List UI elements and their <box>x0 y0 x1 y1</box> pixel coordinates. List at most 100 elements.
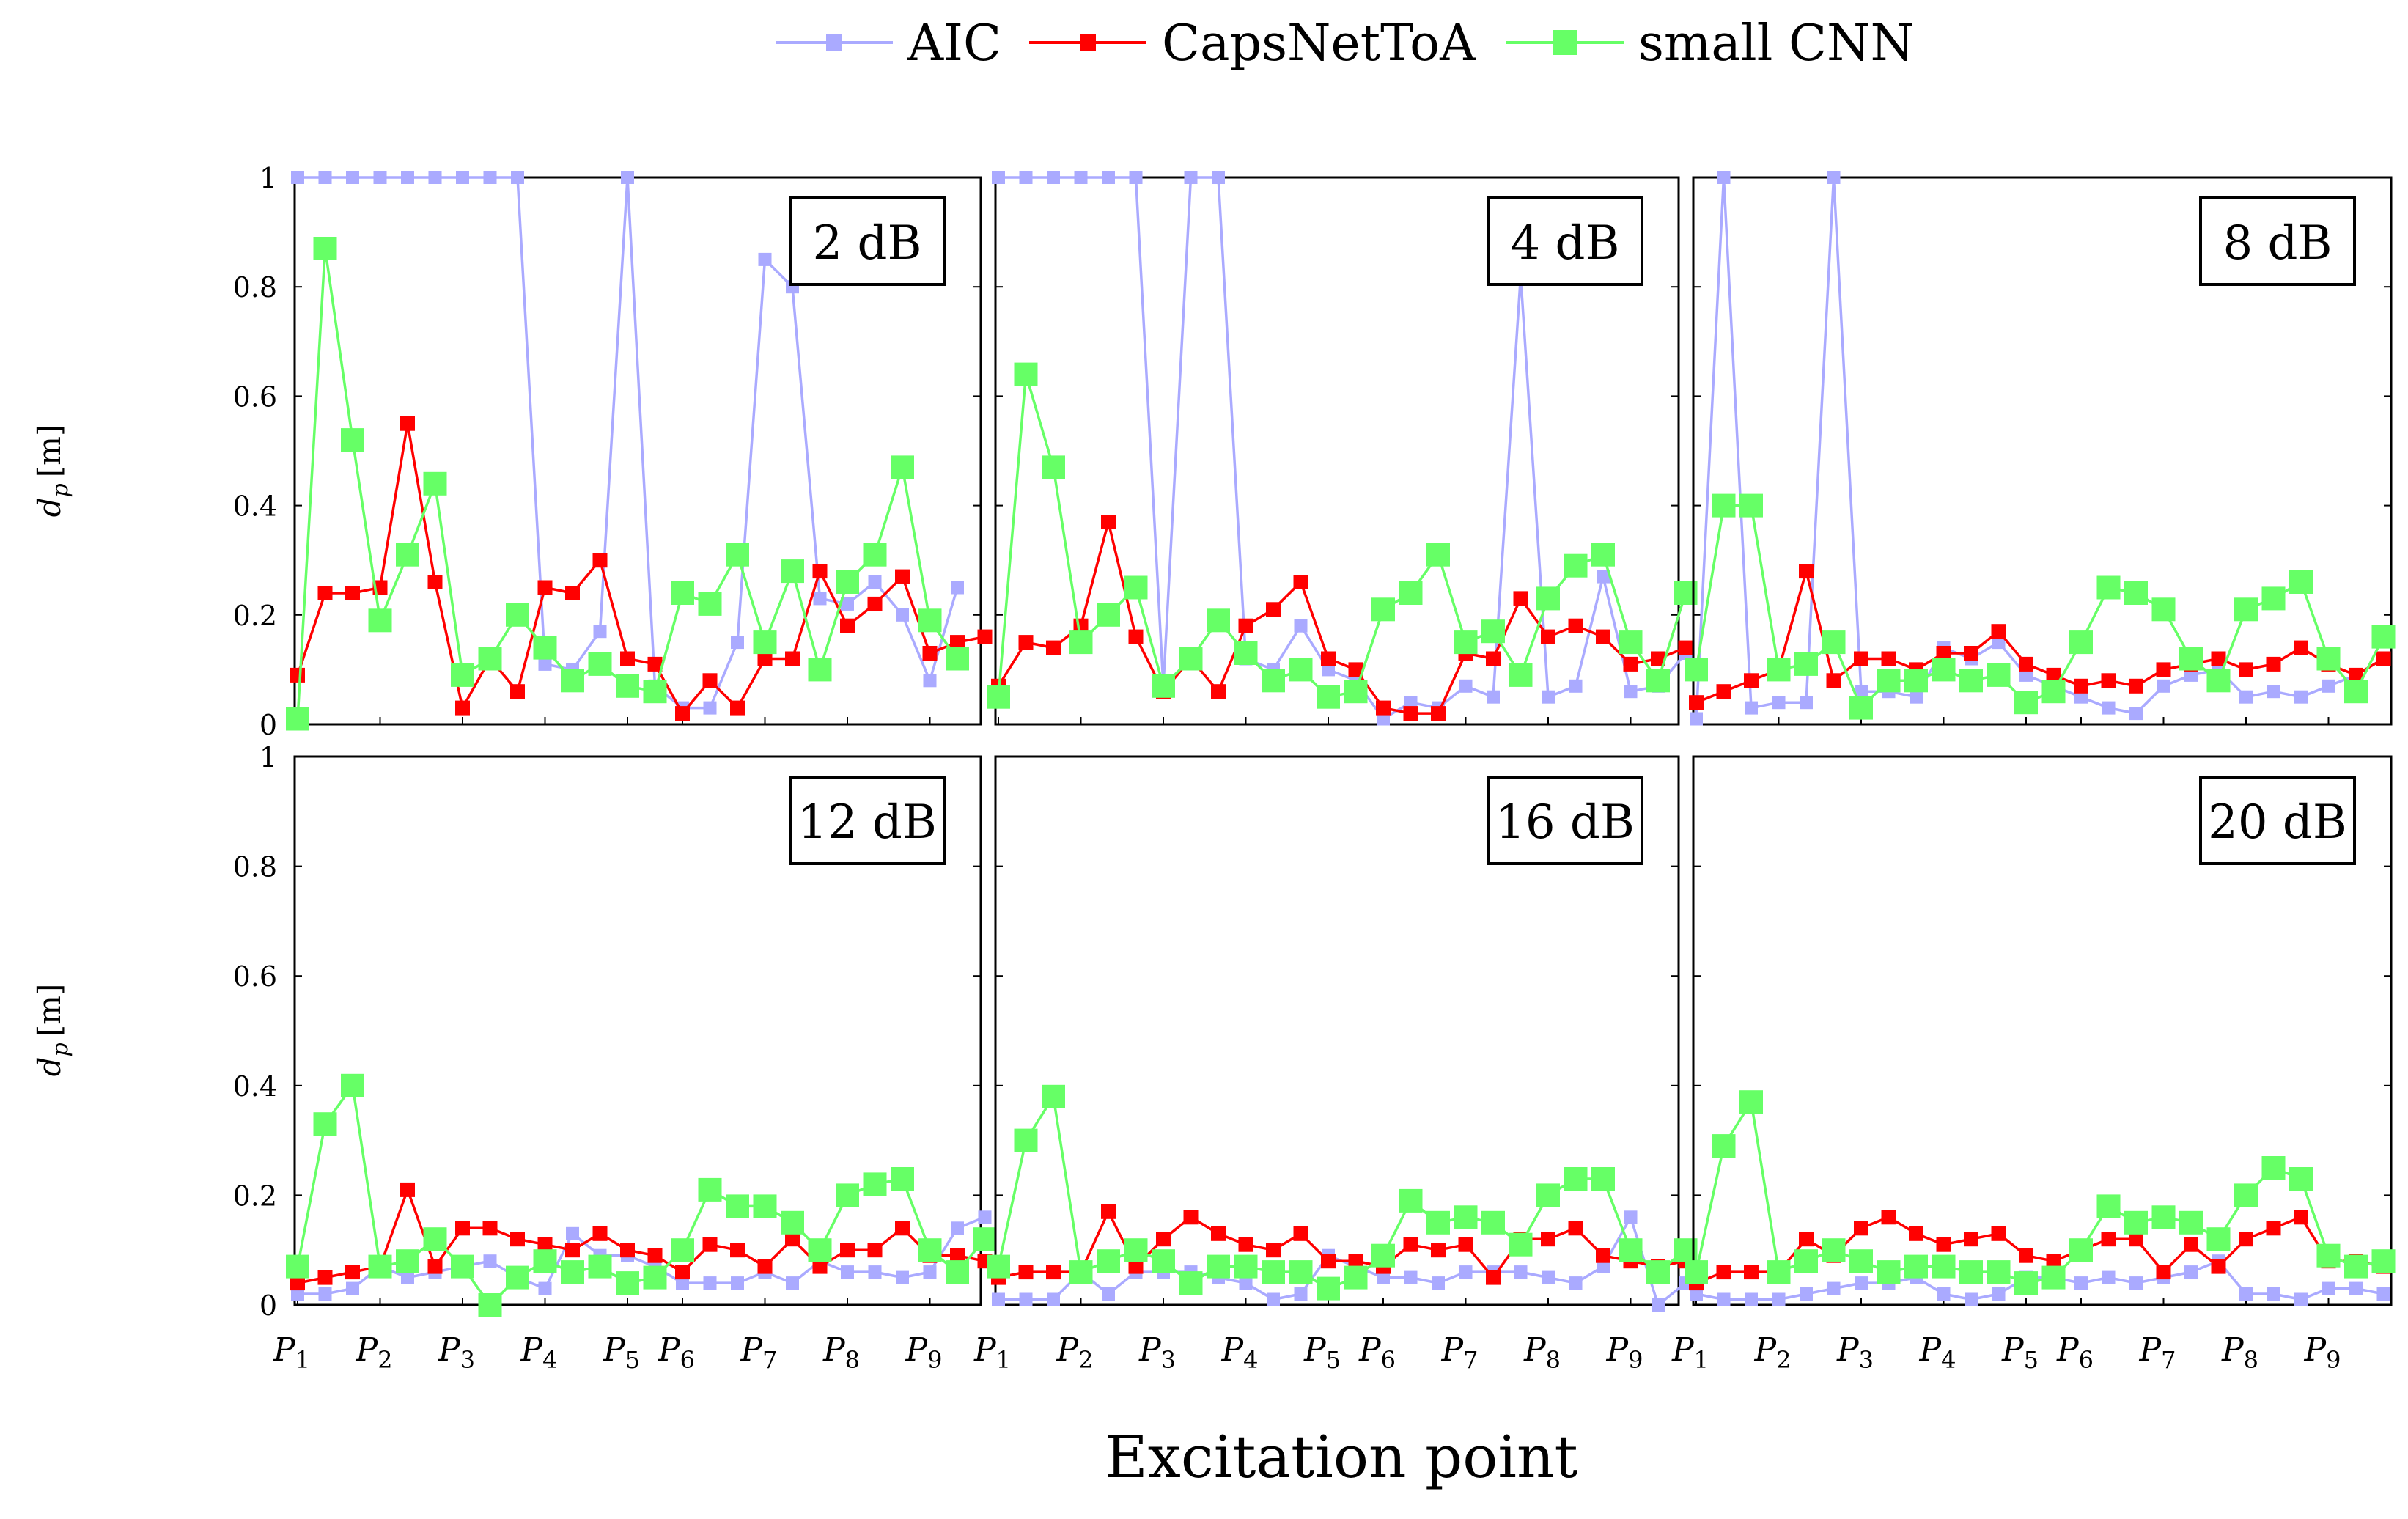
data-point-capsnettoa <box>2266 656 2281 672</box>
data-point-capsnettoa <box>1936 1237 1951 1252</box>
y-axis-label-subscript: p <box>48 483 73 497</box>
x-tick-label-sub: 6 <box>1381 1346 1396 1374</box>
data-point-aic <box>2129 1276 2143 1290</box>
x-tick-label: P6 <box>1358 1331 1396 1374</box>
x-tick-label-main: P <box>438 1331 461 1369</box>
data-point-capsnettoa <box>757 1259 773 1274</box>
data-point-aic <box>2074 690 2088 704</box>
data-point-aic <box>483 171 497 184</box>
data-point-aic <box>1827 1281 1841 1295</box>
x-tick-label-sub: 5 <box>625 1346 640 1374</box>
data-point-small-cnn <box>1317 685 1340 709</box>
panel-label-frame <box>2199 196 2356 286</box>
data-point-aic <box>1965 1292 1978 1306</box>
data-point-small-cnn <box>506 603 529 627</box>
data-point-aic <box>2184 1265 2198 1279</box>
panel-label-box: 16 dB <box>1487 776 1643 865</box>
data-point-aic <box>813 592 827 606</box>
data-point-small-cnn <box>891 455 914 479</box>
data-point-capsnettoa <box>1321 651 1336 666</box>
data-point-aic <box>1459 679 1473 693</box>
series-small-cnn <box>1685 1090 2396 1295</box>
panel-frame <box>293 176 982 726</box>
data-point-capsnettoa <box>2266 1221 2281 1236</box>
data-point-small-cnn <box>946 1260 969 1284</box>
data-point-capsnettoa <box>1046 640 1061 655</box>
data-point-small-cnn <box>987 685 1010 709</box>
data-point-aic <box>1937 1287 1951 1301</box>
data-point-capsnettoa <box>867 1243 883 1258</box>
data-point-small-cnn <box>1344 680 1368 704</box>
data-point-small-cnn <box>1794 1249 1818 1273</box>
data-point-aic <box>841 1265 854 1279</box>
data-point-capsnettoa <box>1156 1232 1171 1247</box>
y-axis-label-bottom: dp [m] <box>32 984 73 1077</box>
data-point-aic <box>676 1276 689 1290</box>
data-point-small-cnn <box>1619 1238 1643 1262</box>
data-point-small-cnn <box>1877 669 1901 693</box>
data-point-capsnettoa <box>2019 1248 2033 1263</box>
data-point-small-cnn <box>1739 493 1763 518</box>
data-point-small-cnn <box>2289 1167 2313 1191</box>
y-tick-label: 0.4 <box>233 1070 277 1103</box>
x-tick-label: P9 <box>2304 1331 2341 1374</box>
data-point-capsnettoa <box>1991 1226 2006 1241</box>
x-tick-label-sub: 8 <box>1546 1346 1561 1374</box>
data-point-capsnettoa <box>1183 1210 1199 1225</box>
data-point-capsnettoa <box>345 586 360 600</box>
panel-label-frame <box>789 196 946 286</box>
data-point-small-cnn <box>1959 669 1983 693</box>
y-tick-label: 0 <box>259 709 277 741</box>
legend-label-aic: AIC <box>907 15 1001 73</box>
x-tick-label: P9 <box>1606 1331 1643 1374</box>
data-point-aic <box>1542 690 1555 704</box>
data-point-aic <box>1294 1287 1308 1301</box>
data-point-aic <box>2349 1281 2363 1295</box>
data-point-aic <box>731 1276 744 1290</box>
data-point-small-cnn <box>286 707 309 731</box>
data-point-aic <box>1432 1276 1445 1290</box>
data-point-aic <box>1047 1292 1060 1306</box>
data-point-aic <box>1992 1287 2006 1301</box>
data-point-aic <box>896 1270 909 1284</box>
panel-2-db: 0 0.2 0.4 0.6 0.8 1 2 dB <box>233 162 993 741</box>
data-point-small-cnn <box>2096 575 2121 600</box>
data-point-small-cnn <box>1289 1260 1313 1284</box>
y-tick-label: 0.8 <box>233 271 277 304</box>
x-tick-label-sub: 9 <box>1628 1346 1643 1374</box>
data-point-small-cnn <box>2041 680 2066 704</box>
x-tick-label: P2 <box>1056 1331 1094 1374</box>
data-point-aic <box>1569 1276 1583 1290</box>
data-point-small-cnn <box>451 1254 474 1279</box>
data-point-capsnettoa <box>1689 695 1704 710</box>
data-point-capsnettoa <box>510 1232 525 1247</box>
series-small-cnn <box>1685 493 2396 720</box>
data-point-small-cnn <box>2069 1238 2093 1262</box>
y-axis-label-symbol: d <box>32 497 67 517</box>
data-point-aic <box>1772 696 1786 710</box>
data-point-aic <box>538 1281 552 1295</box>
data-point-aic <box>1019 1292 1033 1306</box>
x-tick-label-sub: 7 <box>1463 1346 1478 1374</box>
x-tick-label: P9 <box>905 1331 943 1374</box>
data-point-capsnettoa <box>400 416 415 431</box>
data-point-capsnettoa <box>1991 624 2006 639</box>
x-tick-label-sub: 5 <box>1326 1346 1341 1374</box>
data-point-capsnettoa <box>1128 629 1144 644</box>
panel-label-frame <box>1487 196 1643 286</box>
data-point-capsnettoa <box>317 586 333 600</box>
data-point-small-cnn <box>836 570 859 594</box>
data-point-capsnettoa <box>1486 1270 1501 1285</box>
data-point-aic <box>951 581 964 595</box>
data-point-aic <box>1800 1287 1813 1301</box>
x-tick-label: P1 <box>273 1331 310 1374</box>
data-point-aic <box>1855 685 1868 699</box>
data-point-small-cnn <box>973 1227 997 1251</box>
data-point-aic <box>1624 685 1638 699</box>
data-point-aic <box>621 171 634 184</box>
data-point-aic <box>291 171 304 184</box>
data-point-small-cnn <box>2234 597 2258 622</box>
x-tick-label: P6 <box>2056 1331 2094 1374</box>
x-tick-label: P7 <box>740 1331 778 1374</box>
